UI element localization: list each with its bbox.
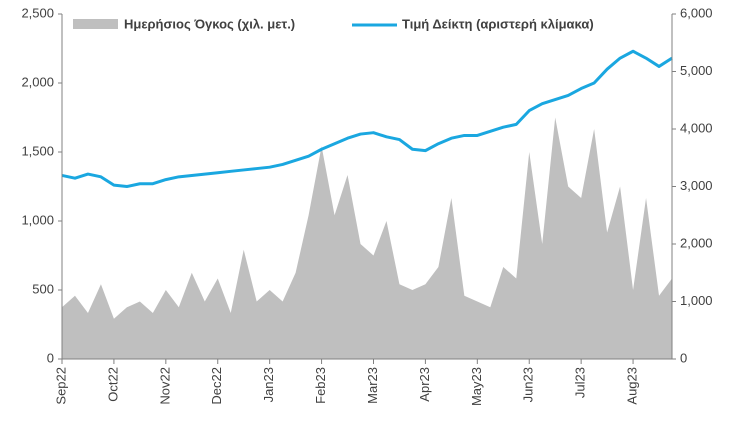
x-tick-label: May23 <box>469 367 484 406</box>
yticks-label: 2,000 <box>21 74 54 89</box>
y2ticks-label: 1,000 <box>680 293 713 308</box>
y2ticks-label: 4,000 <box>680 120 713 135</box>
x-tick-label: Jun23 <box>521 367 536 402</box>
x-tick-label: Oct22 <box>105 367 120 402</box>
y2ticks-label: 3,000 <box>680 178 713 193</box>
yticks-label: 500 <box>32 281 54 296</box>
x-tick-label: Nov22 <box>157 367 172 405</box>
x-tick-label: Feb23 <box>313 367 328 404</box>
volume-area <box>62 117 672 359</box>
x-tick-label: Aug23 <box>625 367 640 405</box>
yticks-label: 0 <box>47 350 54 365</box>
yticks-label: 2,500 <box>21 5 54 20</box>
y2ticks-label: 5,000 <box>680 63 713 78</box>
yticks-label: 1,500 <box>21 143 54 158</box>
legend-label: Τιμή Δείκτη (αριστερή κλίμακα) <box>402 16 594 31</box>
x-tick-label: Sep22 <box>53 367 68 405</box>
y2ticks-label: 2,000 <box>680 235 713 250</box>
index-line <box>61 49 673 188</box>
yticks-label: 1,000 <box>21 212 54 227</box>
legend-label: Ημερήσιος Όγκος (χιλ. μετ.) <box>124 16 295 31</box>
y2ticks-label: 6,000 <box>680 5 713 20</box>
y2ticks-label: 0 <box>680 350 687 365</box>
x-tick-label: Dec22 <box>209 367 224 405</box>
x-tick-label: Jan23 <box>261 367 276 402</box>
x-tick-label: Apr23 <box>417 367 432 402</box>
x-tick-label: Jul23 <box>573 367 588 398</box>
x-tick-label: Mar23 <box>365 367 380 404</box>
legend-swatch <box>73 19 118 29</box>
legend: Ημερήσιος Όγκος (χιλ. μετ.) Τιμή Δείκτη (… <box>73 16 594 31</box>
